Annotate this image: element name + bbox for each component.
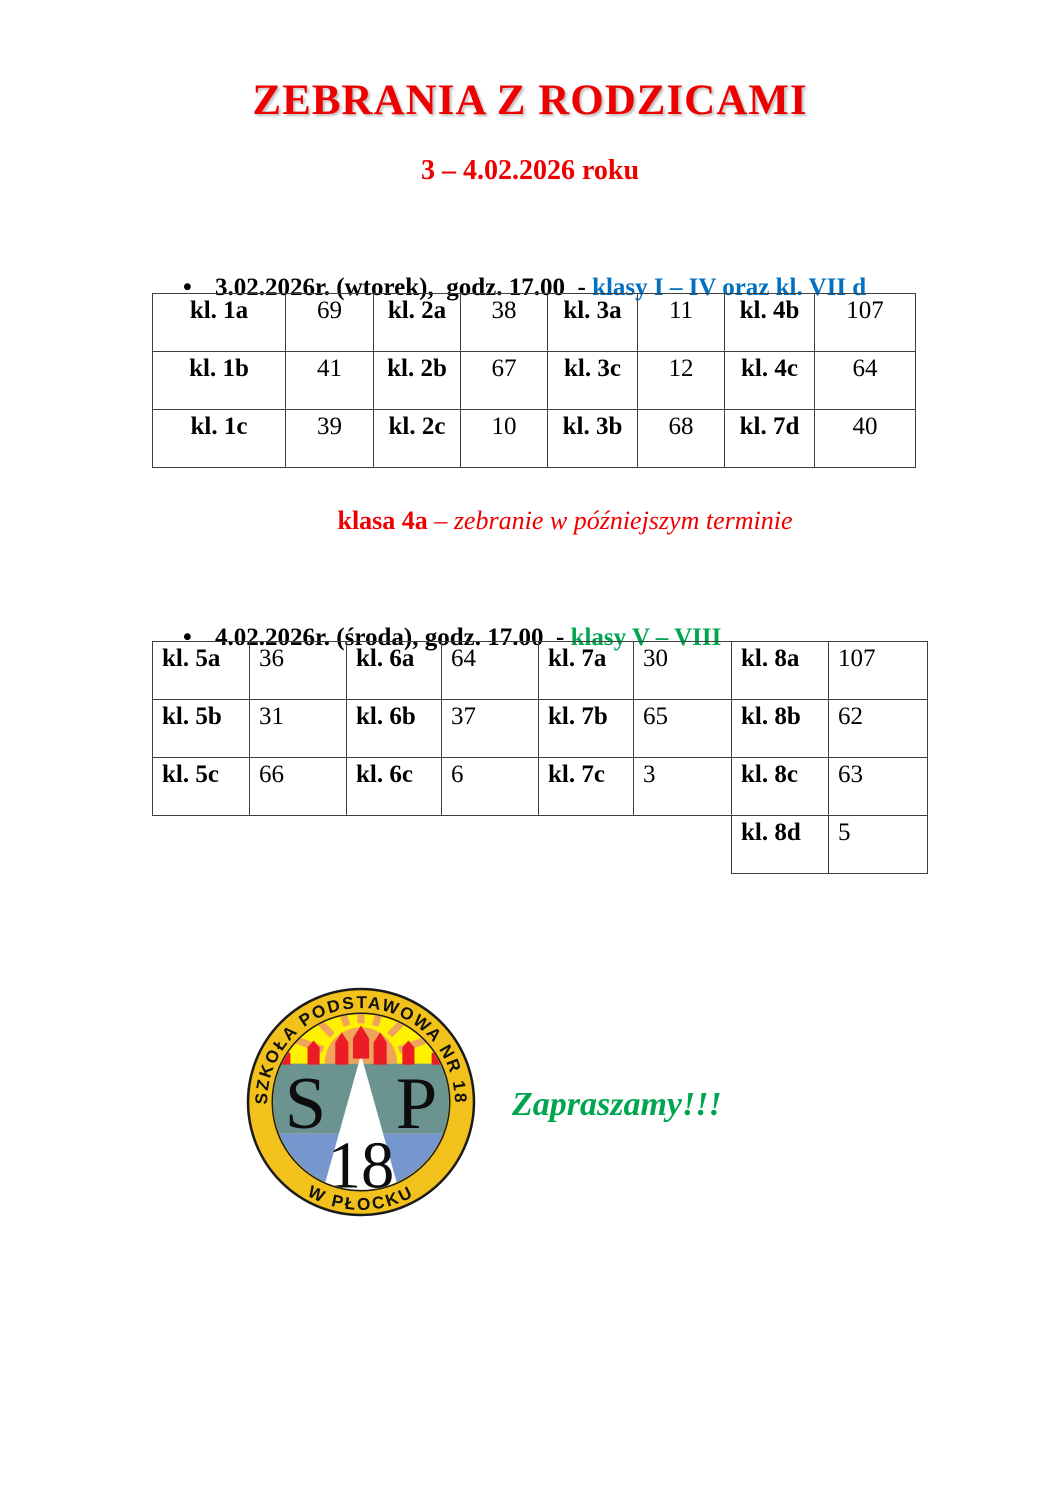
table-row: kl. 1c 39 kl. 2c 10 kl. 3b 68 kl. 7d 40 (152, 409, 916, 468)
class-label-cell: kl. 7d (724, 409, 815, 468)
school-logo: S P 18 SZKOŁA PODSTAWOWA NR 18 W PŁOCKU (246, 987, 476, 1217)
room-number-cell: 37 (441, 699, 539, 758)
room-number-cell: 3 (633, 757, 732, 816)
table-row-extra: kl. 8d 5 (153, 815, 928, 874)
class-label-cell: kl. 1b (152, 351, 286, 410)
room-number-cell: 41 (285, 351, 374, 410)
meeting2-rooms-table: kl. 5a 36 kl. 6a 64 kl. 7a 30 kl. 8a 107… (152, 641, 928, 874)
class-label-cell: kl. 3c (547, 351, 638, 410)
class-label-cell: kl. 1a (152, 293, 286, 352)
room-number-cell: 64 (814, 351, 916, 410)
logo-number-18: 18 (328, 1130, 395, 1203)
class-label-cell: kl. 3b (547, 409, 638, 468)
room-number-cell: 5 (828, 815, 928, 874)
empty-cell (250, 816, 347, 874)
room-number-cell: 36 (249, 641, 347, 700)
class-4a-note-class: klasa 4a (337, 506, 428, 535)
road-shape (322, 1054, 400, 1190)
class-label-cell: kl. 2a (373, 293, 461, 352)
logo-inner: S P 18 (273, 1014, 449, 1203)
class-label-cell: kl. 2c (373, 409, 461, 468)
class-label-cell: kl. 5a (152, 641, 250, 700)
room-number-cell: 39 (285, 409, 374, 468)
room-number-cell: 31 (249, 699, 347, 758)
class-label-cell: kl. 1c (152, 409, 286, 468)
class-label-cell: kl. 4b (724, 293, 815, 352)
room-number-cell: 40 (814, 409, 916, 468)
table-row: kl. 5c 66 kl. 6c 6 kl. 7c 3 kl. 8c 63 (152, 757, 928, 816)
meeting1-rooms-table: kl. 1a 69 kl. 2a 38 kl. 3a 11 kl. 4b 107… (152, 293, 916, 468)
class-label-cell: kl. 5c (152, 757, 250, 816)
room-number-cell: 65 (633, 699, 732, 758)
room-number-cell: 11 (637, 293, 725, 352)
room-number-cell: 67 (460, 351, 548, 410)
date-range-subtitle: 3 – 4.02.2026 roku (420, 155, 640, 186)
room-number-cell: 66 (249, 757, 347, 816)
room-number-cell: 63 (828, 757, 928, 816)
class-label-cell: kl. 5b (152, 699, 250, 758)
room-number-cell: 38 (460, 293, 548, 352)
class-label-cell: kl. 6a (346, 641, 442, 700)
empty-cell (539, 816, 634, 874)
class-label-cell: kl. 3a (547, 293, 638, 352)
class-label-cell: kl. 4c (724, 351, 815, 410)
class-label-cell: kl. 2b (373, 351, 461, 410)
empty-cell (634, 816, 732, 874)
room-number-cell: 62 (828, 699, 928, 758)
room-number-cell: 68 (637, 409, 725, 468)
room-number-cell: 12 (637, 351, 725, 410)
empty-cell (153, 816, 250, 874)
empty-cell (347, 816, 442, 874)
page-title: ZEBRANIA Z RODZICAMI (252, 77, 808, 124)
class-label-cell: kl. 8a (731, 641, 829, 700)
closing-invitation: Zapraszamy!!! (512, 1086, 722, 1123)
room-number-cell: 107 (828, 641, 928, 700)
empty-cell (442, 816, 539, 874)
class-label-cell: kl. 8c (731, 757, 829, 816)
room-number-cell: 30 (633, 641, 732, 700)
table-row: kl. 5a 36 kl. 6a 64 kl. 7a 30 kl. 8a 107 (152, 641, 928, 700)
class-label-cell: kl. 6b (346, 699, 442, 758)
bullet-icon: • (183, 624, 192, 651)
class-label-cell: kl. 6c (346, 757, 442, 816)
bullet-icon: • (183, 274, 192, 301)
class-label-cell: kl. 8b (731, 699, 829, 758)
class-4a-note: klasa 4a – zebranie w późniejszym termin… (0, 506, 1060, 536)
class-label-cell: kl. 7b (538, 699, 634, 758)
logo-inner-ring (271, 1012, 451, 1192)
room-number-cell: 69 (285, 293, 374, 352)
table-row: kl. 5b 31 kl. 6b 37 kl. 7b 65 kl. 8b 62 (152, 699, 928, 758)
class-4a-note-info: – zebranie w późniejszym terminie (427, 506, 793, 535)
room-number-cell: 107 (814, 293, 916, 352)
class-label-cell: kl. 7c (538, 757, 634, 816)
logo-letter-s: S (285, 1062, 327, 1145)
table-row: kl. 1b 41 kl. 2b 67 kl. 3c 12 kl. 4c 64 (152, 351, 916, 410)
room-number-cell: 6 (441, 757, 539, 816)
room-number-cell: 10 (460, 409, 548, 468)
center-spire (352, 1025, 370, 1059)
table-row: kl. 1a 69 kl. 2a 38 kl. 3a 11 kl. 4b 107 (152, 293, 916, 352)
room-number-cell: 64 (441, 641, 539, 700)
class-label-cell: kl. 7a (538, 641, 634, 700)
logo-letter-p: P (396, 1062, 438, 1145)
class-label-cell: kl. 8d (731, 815, 829, 874)
